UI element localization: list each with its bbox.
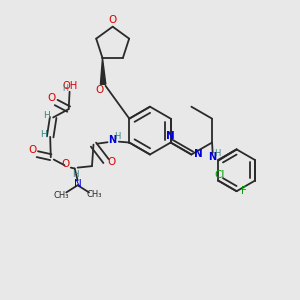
Text: CH₃: CH₃ <box>86 190 101 199</box>
Text: F: F <box>242 186 247 196</box>
Text: O: O <box>109 15 117 25</box>
Text: O: O <box>47 93 56 103</box>
Text: N: N <box>208 152 216 163</box>
Text: N: N <box>108 135 116 146</box>
Text: H: H <box>214 149 220 158</box>
Text: H: H <box>62 84 68 93</box>
Text: H: H <box>73 170 79 179</box>
Text: O: O <box>61 159 70 169</box>
Text: O: O <box>107 157 115 167</box>
Text: N: N <box>194 148 202 159</box>
Text: N: N <box>166 131 175 141</box>
Text: Cl: Cl <box>214 170 225 180</box>
Text: CH₃: CH₃ <box>54 191 69 200</box>
Text: O: O <box>28 145 37 155</box>
Text: H: H <box>43 111 50 120</box>
Text: OH: OH <box>62 80 77 91</box>
Text: H: H <box>40 130 47 139</box>
Text: H: H <box>115 132 121 141</box>
Text: N: N <box>74 179 82 189</box>
Text: O: O <box>95 85 104 95</box>
Polygon shape <box>100 58 106 84</box>
